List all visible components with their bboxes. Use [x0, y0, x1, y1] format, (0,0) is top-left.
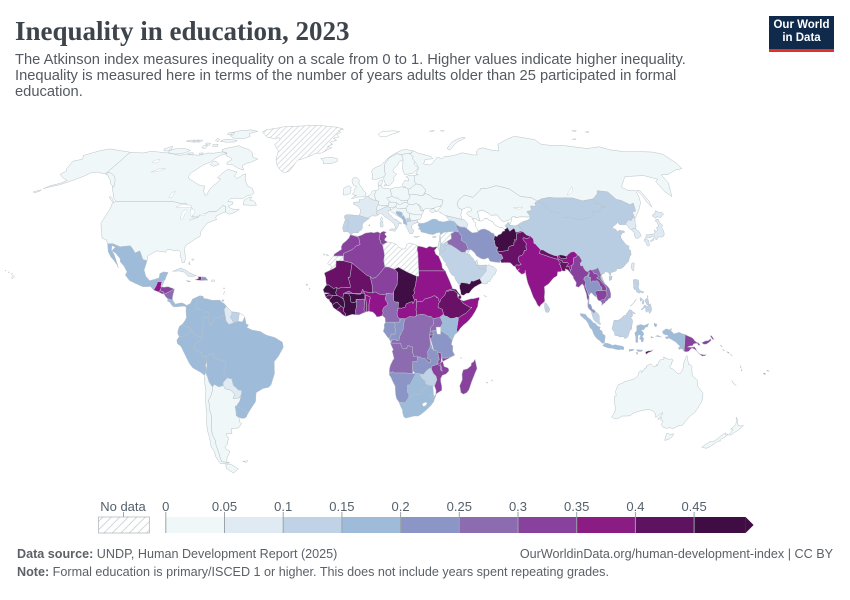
svg-text:0.4: 0.4 [626, 499, 644, 514]
svg-text:0.2: 0.2 [392, 499, 410, 514]
svg-text:0.45: 0.45 [681, 499, 706, 514]
svg-text:0.35: 0.35 [564, 499, 589, 514]
svg-text:0.3: 0.3 [509, 499, 527, 514]
svg-text:0.25: 0.25 [447, 499, 472, 514]
svg-text:0.15: 0.15 [329, 499, 354, 514]
svg-text:0.05: 0.05 [212, 499, 237, 514]
svg-text:0: 0 [162, 499, 169, 514]
svg-text:0.1: 0.1 [274, 499, 292, 514]
svg-text:No data: No data [100, 499, 146, 514]
